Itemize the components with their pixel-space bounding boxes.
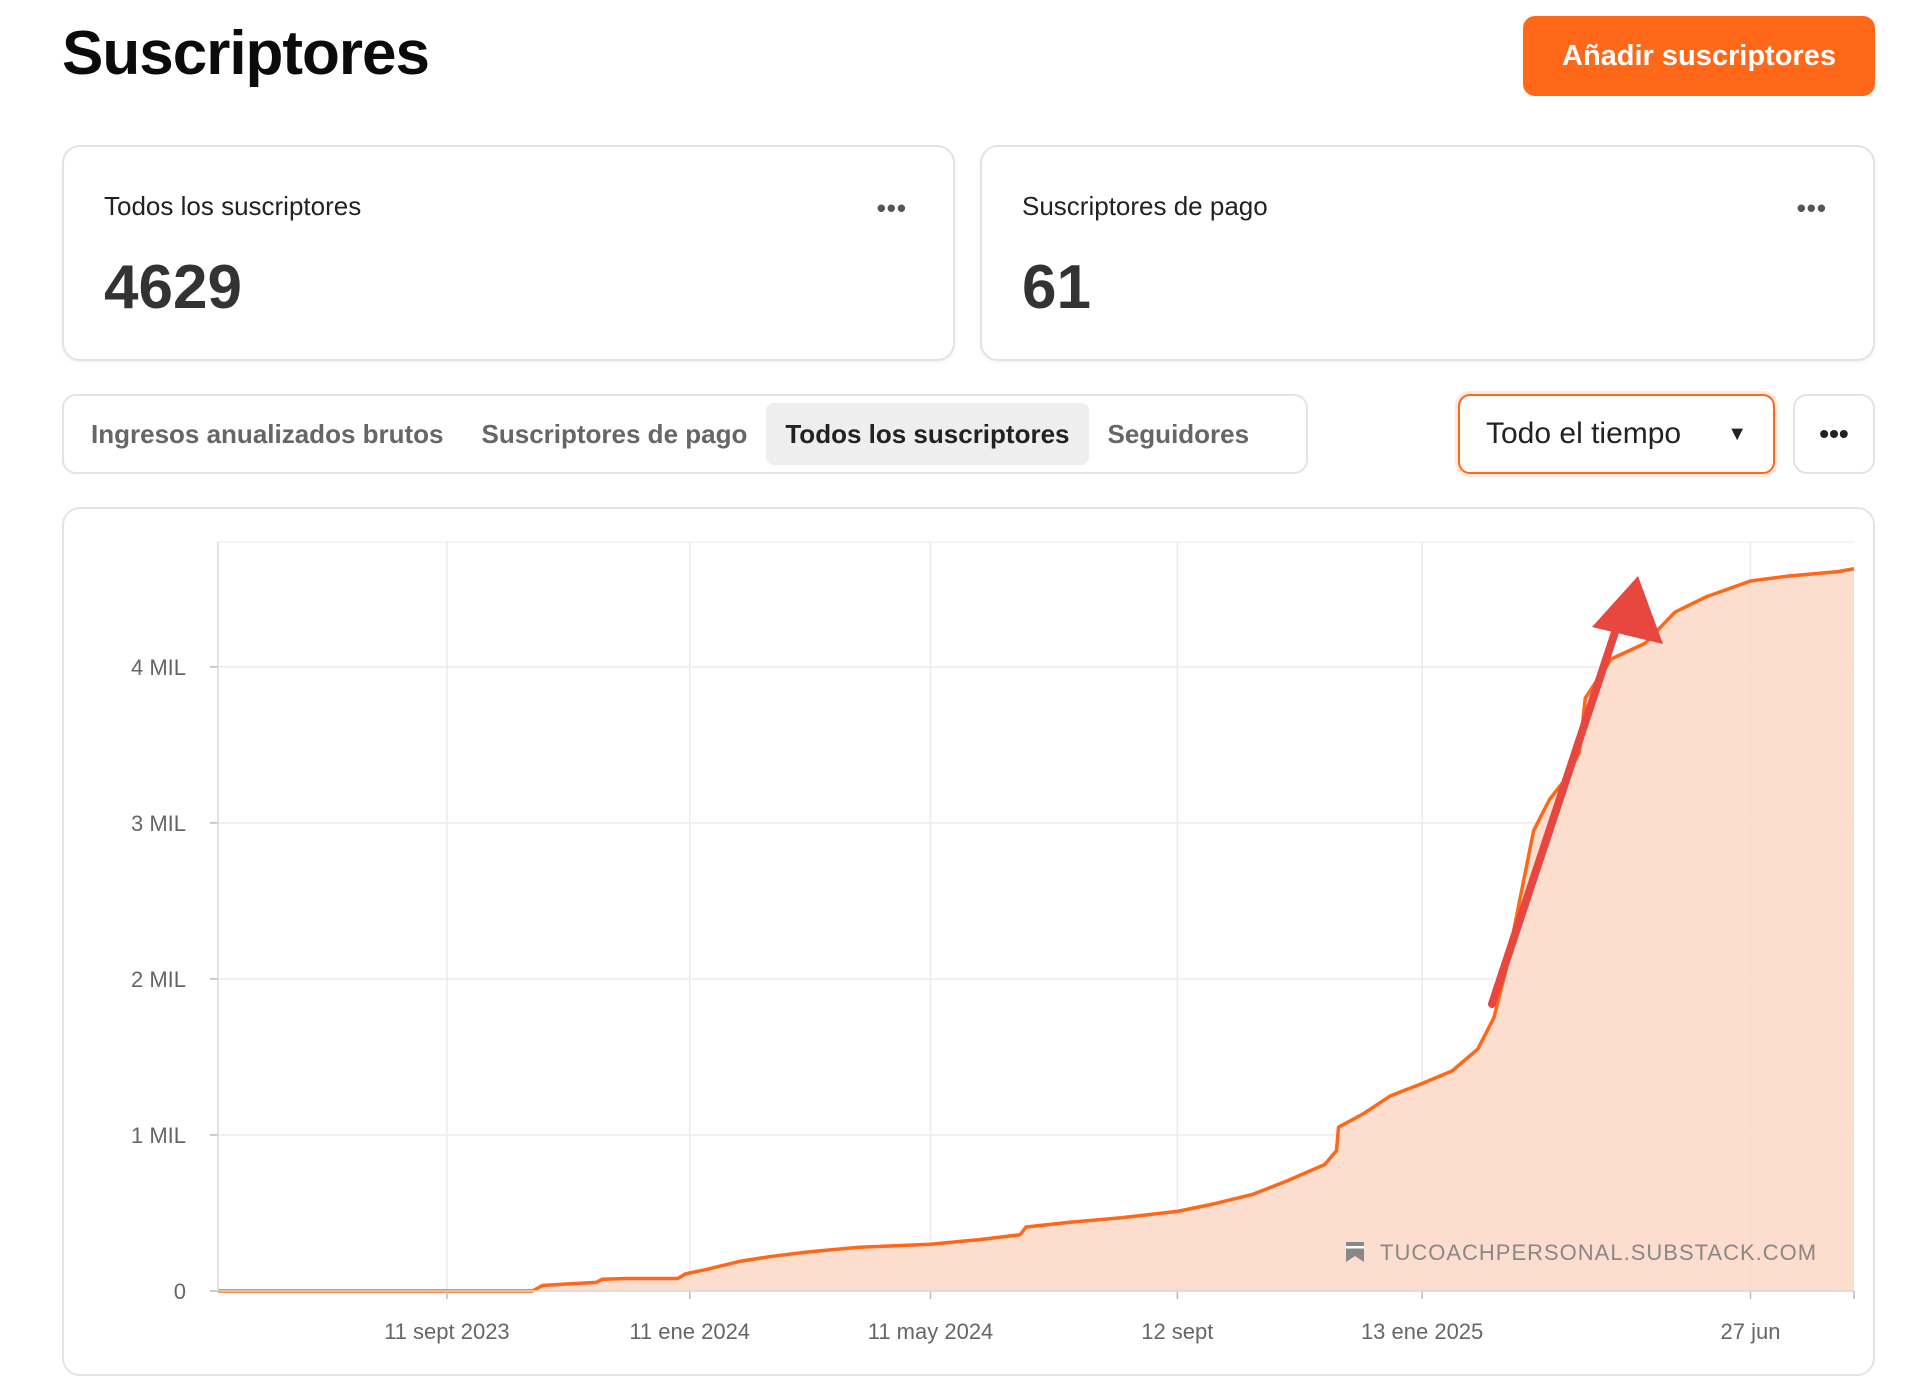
more-horizontal-icon: ••• bbox=[1819, 418, 1849, 449]
y-tick-label: 1 MIL bbox=[131, 1123, 186, 1148]
annotation-arrow bbox=[1488, 576, 1663, 1008]
y-tick-label: 2 MIL bbox=[131, 967, 186, 992]
card-label: Todos los suscriptores bbox=[104, 191, 362, 221]
page-title: Suscriptores bbox=[62, 19, 430, 88]
time-range-value: Todo el tiempo bbox=[1486, 417, 1682, 450]
x-tick-label: 11 sept 2023 bbox=[384, 1319, 510, 1344]
chart-options-button[interactable]: ••• bbox=[1793, 394, 1875, 474]
x-tick-label: 13 ene 2025 bbox=[1361, 1319, 1483, 1344]
tab-paid-subscribers[interactable]: Suscriptores de pago bbox=[481, 418, 748, 449]
x-tick-label: 11 ene 2024 bbox=[629, 1319, 750, 1344]
bookmark-icon bbox=[1346, 1242, 1364, 1262]
subscribers-chart: 0 1 MIL 2 MIL 3 MIL 4 MIL 11 sept 2023 11 ene … bbox=[62, 507, 1875, 1376]
x-tick-label: 12 sept bbox=[1141, 1319, 1213, 1344]
metric-tabs: Ingresos anualizados brutos Suscriptores… bbox=[62, 394, 1308, 474]
x-tick-label: 27 jun bbox=[1721, 1319, 1781, 1344]
tab-gross-annualized-revenue[interactable]: Ingresos anualizados brutos bbox=[91, 418, 444, 449]
y-tick-label: 3 MIL bbox=[131, 811, 186, 836]
series-area bbox=[218, 568, 1854, 1291]
y-tick-label: 4 MIL bbox=[131, 655, 186, 680]
watermark-text: TUCOACHPERSONAL.SUBSTACK.COM bbox=[1380, 1240, 1817, 1265]
series-line bbox=[218, 566, 1855, 1293]
paid-subscribers-card: Suscriptores de pago 61 ••• bbox=[980, 145, 1875, 361]
all-subscribers-card: Todos los suscriptores 4629 ••• bbox=[62, 145, 955, 361]
card-value: 61 bbox=[1022, 253, 1091, 322]
card-label: Suscriptores de pago bbox=[1022, 191, 1268, 221]
tab-all-subscribers[interactable]: Todos los suscriptores bbox=[766, 403, 1089, 465]
x-tick-label: 11 may 2024 bbox=[868, 1319, 994, 1344]
tab-followers[interactable]: Seguidores bbox=[1107, 418, 1250, 449]
chart-svg: 0 1 MIL 2 MIL 3 MIL 4 MIL 11 sept 2023 11 ene … bbox=[131, 541, 1855, 1344]
card-value: 4629 bbox=[104, 253, 242, 322]
caret-down-icon: ▼ bbox=[1727, 422, 1747, 445]
more-horizontal-icon[interactable]: ••• bbox=[876, 193, 907, 223]
y-tick-label: 0 bbox=[174, 1279, 186, 1304]
add-subscribers-button[interactable]: Añadir suscriptores bbox=[1523, 16, 1875, 96]
more-horizontal-icon[interactable]: ••• bbox=[1796, 193, 1827, 223]
time-range-select[interactable]: Todo el tiempo ▼ bbox=[1458, 394, 1775, 474]
